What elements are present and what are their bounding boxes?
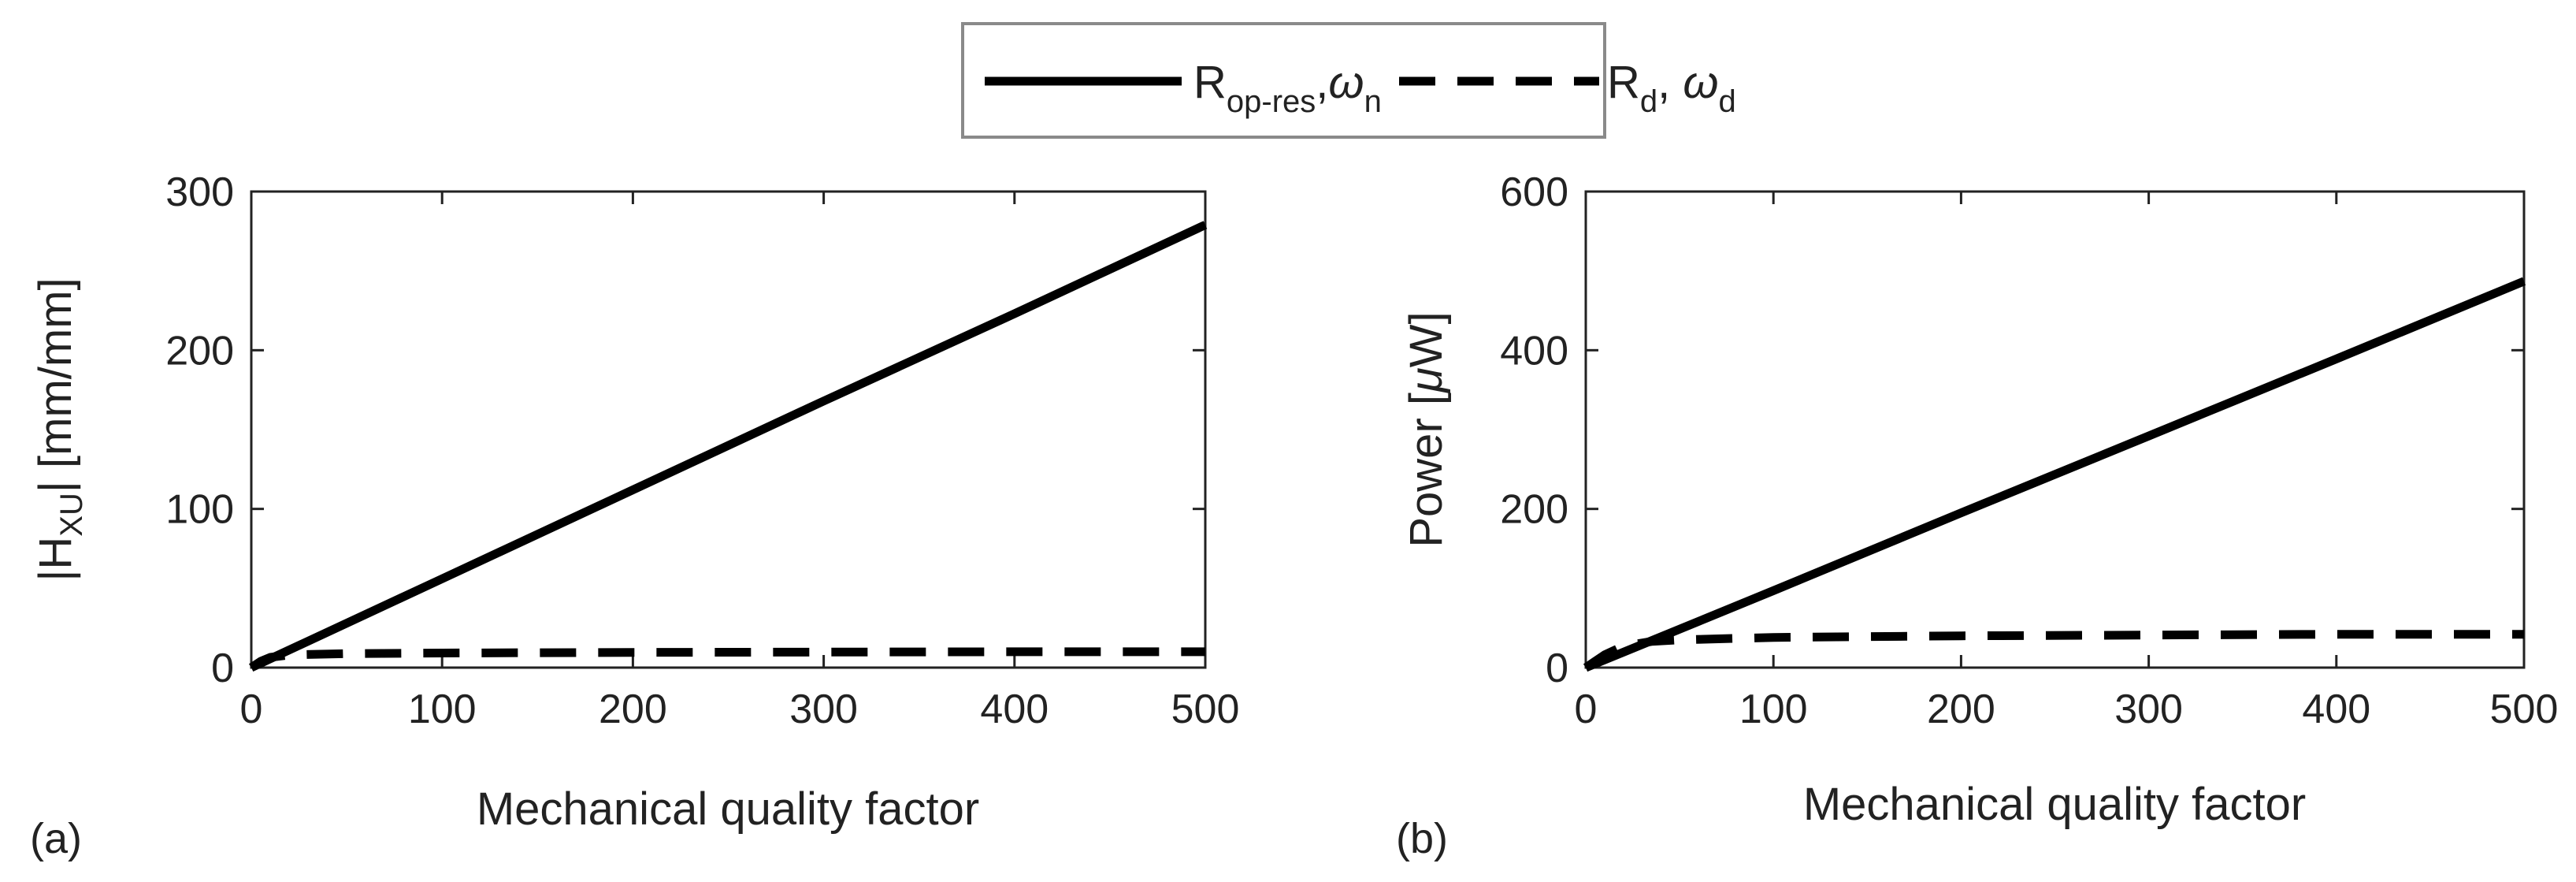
chart-a-series-solid: [249, 221, 1208, 672]
chart-b-frame: [1584, 190, 2526, 669]
chart-a-xtick-label: 100: [408, 687, 477, 732]
chart-a-xlabel: Mechanical quality factor: [477, 783, 979, 835]
legend-label-solid: Rop-res,ωn: [1193, 57, 1382, 119]
chart-a-ytick-label: 100: [165, 487, 234, 533]
chart-a-ytick-label: 200: [165, 328, 234, 374]
chart-a-ytick-label: 300: [165, 169, 234, 215]
chart-b-series-dashed: [1583, 630, 2524, 672]
chart-b-ytick-label: 0: [1546, 646, 1568, 691]
chart-b-ytick-label: 400: [1500, 328, 1568, 374]
chart-b-xtick-label: 200: [1927, 687, 1995, 732]
chart-a-xtick-label: 0: [240, 687, 263, 732]
legend-label-dashed: Rd, ωd: [1607, 57, 1736, 119]
legend: Rop-res,ωn Rd, ωd: [961, 22, 1736, 139]
chart-a-xtick-label: 300: [789, 687, 858, 732]
chart-a-xtick-label: 400: [980, 687, 1049, 732]
chart-b: 0 100 200 300 400 500 0 200 400 600 Mechanical qu…: [1396, 169, 2558, 862]
chart-b-ytick-label: 200: [1500, 487, 1568, 533]
chart-b-xtick-label: 500: [2490, 687, 2559, 732]
chart-a-xtick-label: 500: [1171, 687, 1240, 732]
chart-b-series-solid: [1583, 277, 2526, 672]
chart-a-xtick-label: 200: [599, 687, 667, 732]
chart-a-frame: [250, 190, 1207, 669]
chart-b-xtick-label: 100: [1739, 687, 1808, 732]
chart-b-ytick-label: 600: [1500, 169, 1568, 215]
chart-b-xtick-label: 400: [2302, 687, 2370, 732]
chart-b-ticks: 0 100 200 300 400 500 0 200 400 600: [1500, 169, 2558, 732]
chart-a-panel-label: (a): [30, 815, 82, 862]
chart-b-panel-label: (b): [1396, 815, 1448, 862]
chart-a-ytick-label: 0: [211, 646, 234, 691]
chart-a-ticks: 0 100 200 300 400 500 0 100 200 300: [165, 169, 1239, 732]
chart-a: 0 100 200 300 400 500 0 100 200 300 Mechanical qu…: [30, 169, 1239, 862]
chart-b-xlabel: Mechanical quality factor: [1803, 779, 2306, 830]
chart-b-xtick-label: 300: [2114, 687, 2183, 732]
chart-b-series: [1583, 277, 2526, 672]
chart-b-xtick-label: 0: [1575, 687, 1598, 732]
chart-a-series: [248, 221, 1208, 672]
chart-b-ylabel: Power [μW]: [1401, 311, 1452, 547]
chart-a-series-dashed: [248, 647, 1205, 672]
chart-a-ylabel: |HXU| [mm/mm]: [30, 277, 89, 581]
